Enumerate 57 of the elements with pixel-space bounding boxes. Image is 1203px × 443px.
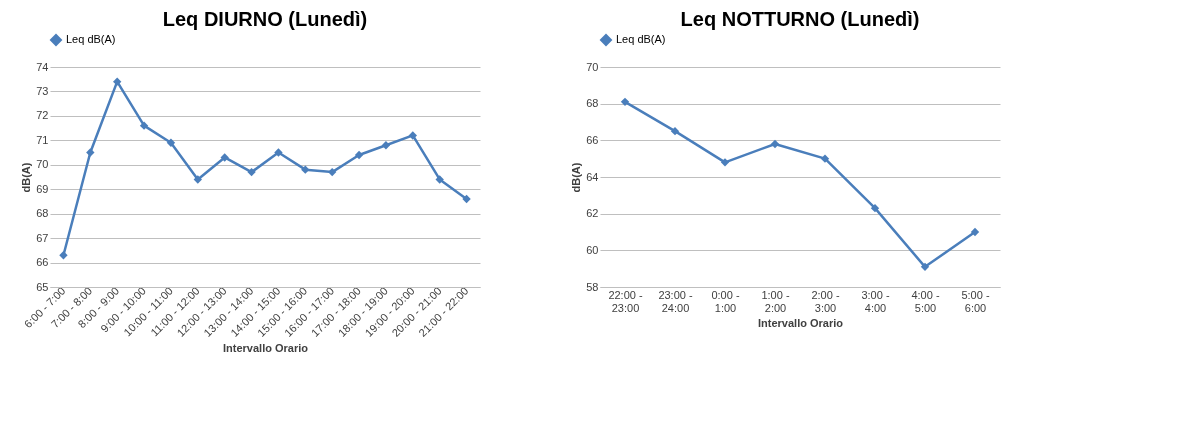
x-tick-label: 4:00 - 5:00 (911, 288, 940, 314)
x-tick-label: 5:00 - 6:00 (961, 288, 990, 314)
point (920, 262, 930, 272)
y-axis-title: dB(A) (20, 162, 33, 193)
point (408, 131, 417, 140)
y-tick-label: 66 (36, 256, 49, 269)
legend-label: Leq dB(A) (616, 33, 666, 45)
point (328, 167, 337, 177)
legend-label: Leq dB(A) (66, 33, 116, 45)
point (247, 167, 256, 177)
y-tick-label: 68 (586, 97, 599, 110)
y-tick-label: 69 (36, 182, 49, 195)
point (381, 141, 391, 150)
point (462, 194, 471, 204)
y-tick-label: 71 (36, 133, 49, 146)
point (435, 175, 444, 184)
point (720, 158, 730, 167)
point (354, 150, 364, 160)
y-tick-label: 58 (586, 280, 599, 293)
point (193, 175, 202, 184)
point (301, 165, 310, 174)
x-tick-label: 3:00 - 4:00 (861, 288, 890, 314)
point (274, 148, 283, 157)
point (59, 251, 68, 260)
point (870, 203, 880, 213)
y-tick-label: 64 (586, 170, 599, 183)
y-tick-label: 62 (586, 207, 599, 220)
chart-title: Leq DIURNO (Lunedì) (162, 8, 368, 30)
point (139, 121, 149, 130)
point (770, 139, 780, 149)
x-tick-label: 2:00 - 3:00 (811, 288, 840, 314)
point (86, 148, 95, 157)
y-tick-label: 70 (586, 60, 599, 73)
chart-title: Leq NOTTURNO (Lunedì) (680, 8, 920, 30)
point (820, 154, 830, 163)
y-tick-label: 65 (36, 280, 49, 293)
point (620, 97, 630, 107)
point (113, 77, 122, 86)
point (670, 126, 680, 136)
point (220, 153, 229, 162)
x-tick-label: 1:00 - 2:00 (761, 288, 790, 314)
y-tick-label: 66 (586, 133, 599, 146)
y-tick-label: 74 (36, 60, 49, 73)
y-tick-label: 67 (36, 231, 49, 244)
point (166, 138, 176, 147)
y-axis-title: dB(A) (570, 162, 583, 193)
x-axis-title: Intervallo Orario (758, 316, 844, 329)
y-tick-label: 60 (586, 243, 599, 256)
x-tick-label: 23:00 - 24:00 (658, 288, 693, 314)
y-tick-label: 70 (36, 158, 49, 171)
x-tick-label: 22:00 - 23:00 (608, 288, 643, 314)
x-axis-title: Intervallo Orario (223, 341, 309, 354)
y-tick-label: 73 (36, 84, 49, 97)
y-tick-label: 72 (36, 109, 49, 122)
y-tick-label: 68 (36, 207, 49, 220)
x-tick-label: 0:00 - 1:00 (711, 288, 740, 314)
point (970, 227, 980, 237)
